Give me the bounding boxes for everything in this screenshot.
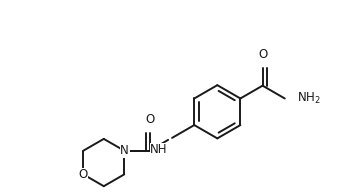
Text: O: O [79, 168, 88, 181]
Text: NH$_2$: NH$_2$ [297, 91, 320, 106]
Text: N: N [120, 144, 129, 157]
Text: O: O [258, 48, 267, 61]
Text: O: O [145, 113, 155, 126]
Text: N: N [121, 145, 130, 158]
Text: NH: NH [150, 143, 167, 156]
